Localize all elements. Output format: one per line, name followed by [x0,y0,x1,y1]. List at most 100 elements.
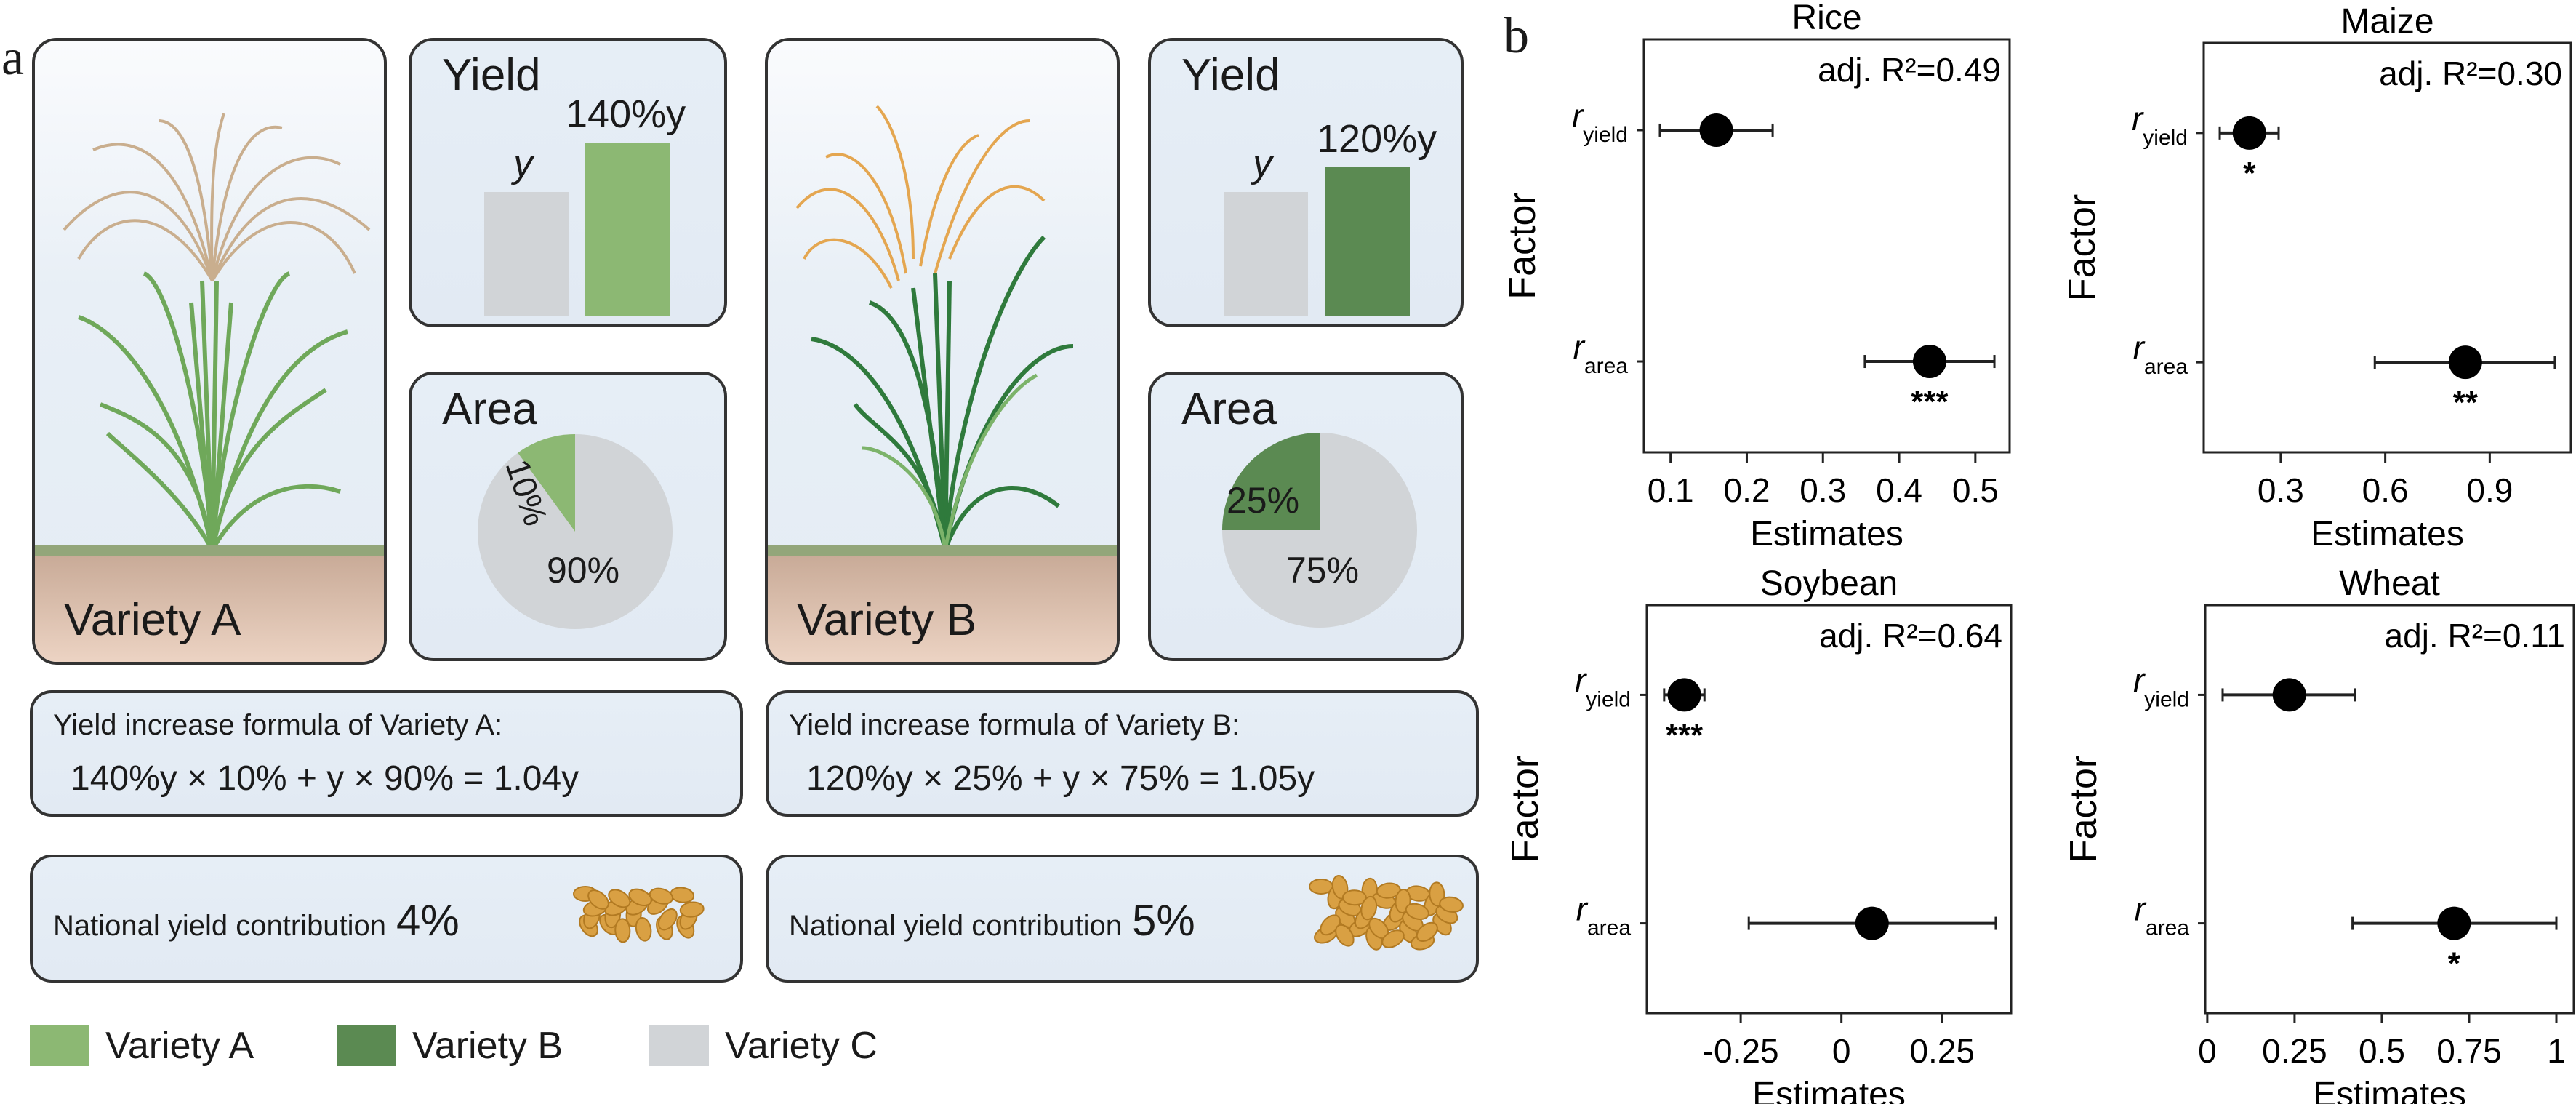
contribution-label: National yield contribution [53,910,387,942]
significance-stars: * [2243,156,2256,191]
estimate-point [2448,345,2482,380]
x-tick-label: 0.4 [1876,471,1922,509]
x-tick-label: 0.6 [2362,471,2409,509]
legend-label: Variety C [725,1025,878,1067]
legend-item-variety-b: Variety B [337,1024,563,1068]
x-tick-label: 0.9 [2466,471,2513,509]
significance-stars: *** [1911,384,1949,420]
pie-slice-variety-a [518,434,575,532]
plot-title: Wheat [2339,564,2440,603]
x-tick-label: 0.3 [2258,471,2304,509]
soil [35,556,384,662]
estimate-point [2272,678,2306,712]
legend-swatch [30,1025,89,1066]
area-title: Area [442,384,537,434]
grain [1360,895,1378,921]
grain [608,889,631,908]
grain [1439,896,1464,913]
x-axis-label: Estimates [1750,515,1903,553]
significance-stars: ** [2453,385,2479,420]
grain [1376,882,1401,899]
contribution-value: 4% [396,896,460,945]
grain-pile-icon [573,886,705,943]
x-tick-label: 0.75 [2436,1032,2502,1070]
x-axis-label: Estimates [2313,1076,2466,1104]
grain [679,901,705,918]
legend-swatch [649,1025,709,1066]
factor-label-area: rarea [1576,890,1632,940]
rice-plant-b-illustration [795,105,1074,623]
legend-label: Variety A [105,1025,254,1067]
variety-a-yield-card: Yield y 140%y [409,38,727,327]
rice-plant-a-illustration [63,113,371,623]
x-tick-label: 0.5 [1952,471,1999,509]
r-squared-annotation: adj. R²=0.11 [2385,617,2565,655]
factor-label-yield: ryield [2133,661,2189,711]
formula-title: Yield increase formula of Variety A: [53,709,503,741]
grain [635,916,652,942]
baseline-yield-bar [1224,192,1308,316]
variety-b-area-pie [1222,433,1417,628]
area-title: Area [1181,384,1277,434]
variety-b-formula-box: Yield increase formula of Variety B: 120… [766,690,1479,817]
formula-title: Yield increase formula of Variety B: [789,709,1240,741]
variety-b-contribution-box: National yield contribution 5% [766,855,1479,983]
contribution-value: 5% [1132,896,1195,945]
variety-b-name: Variety B [797,595,976,645]
x-tick-label: 0.25 [2262,1032,2327,1070]
variety-b-area-card: Area 25% 75% [1148,372,1464,661]
baseline-yield-label: y [513,142,533,185]
yield-title: Yield [1181,50,1280,100]
variety-a-area-pie [478,434,673,629]
baseline-yield-bar [484,192,569,316]
estimate-point [2437,906,2471,940]
grain [1405,903,1429,921]
legend-item-variety-a: Variety A [30,1024,254,1068]
x-tick-label: 0 [2198,1032,2217,1070]
x-tick-label: 0.5 [2359,1032,2405,1070]
estimate-point [1667,678,1701,712]
ground-line [768,545,1117,556]
factor-label-yield: ryield [2132,100,2188,150]
yield-title: Yield [442,50,541,100]
variety-b-area-share: 25% [1227,480,1300,521]
contribution-text: National yield contribution 5% [789,895,1195,945]
x-tick-label: 0.25 [1909,1032,1975,1070]
estimate-point [2232,116,2266,150]
plot-title: Rice [1791,0,1861,37]
y-axis-label: Factor [1501,192,1544,299]
pie-slice-variety-b [1222,433,1320,530]
grain [1416,921,1438,943]
y-axis-label: Factor [2061,194,2103,301]
plot-title: Maize [2340,2,2433,41]
factor-label-yield: ryield [1572,97,1628,147]
x-tick-label: 0.3 [1799,471,1846,509]
legend-label: Variety B [412,1025,563,1067]
estimate-point [1912,345,1946,379]
grain [1335,924,1355,947]
y-axis-label: Factor [1504,756,1546,863]
variety-a-contribution-box: National yield contribution 4% [30,855,743,983]
legend-item-variety-c: Variety C [649,1024,878,1068]
forest-plot-rice: Rice adj. R²=0.49 0.1 0.2 0.3 0.4 0.5 Estimates… [1501,0,2011,553]
grain [649,887,674,905]
forest-plot-wheat: Wheat adj. R²=0.11 0 0.25 0.5 0.75 1 Estimates F… [2063,564,2575,1104]
factor-label-yield: ryield [1575,661,1631,711]
grain-pile-icon [1309,874,1464,951]
factor-label-area: rarea [2135,890,2190,940]
x-tick-label: 0.1 [1648,471,1694,509]
estimate-point [1699,113,1733,147]
grain [614,918,631,943]
contribution-text: National yield contribution 4% [53,895,460,945]
r-squared-annotation: adj. R²=0.30 [2379,55,2562,92]
baseline-yield-label: y [1253,142,1272,185]
x-tick-label: -0.25 [1703,1032,1779,1070]
x-tick-label: 1 [2547,1032,2566,1070]
grain [657,908,678,931]
plot-frame [2204,604,2575,1015]
other-area-share: 75% [1286,550,1360,591]
plot-title: Soybean [1760,564,1898,603]
